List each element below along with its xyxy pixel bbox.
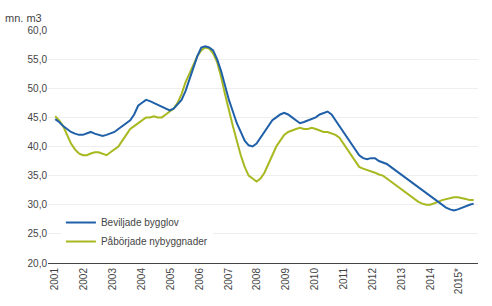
svg-text:2014: 2014	[425, 268, 436, 291]
svg-text:Beviljade bygglov: Beviljade bygglov	[101, 217, 179, 228]
svg-text:2006: 2006	[194, 268, 205, 291]
svg-text:50,0: 50,0	[28, 83, 48, 94]
svg-text:2010: 2010	[309, 268, 320, 291]
svg-text:2002: 2002	[78, 268, 89, 291]
svg-text:2012: 2012	[367, 268, 378, 291]
svg-text:20,0: 20,0	[28, 258, 48, 269]
svg-text:35,0: 35,0	[28, 170, 48, 181]
svg-text:2007: 2007	[223, 268, 234, 291]
svg-text:2009: 2009	[280, 268, 291, 291]
svg-text:2001: 2001	[49, 268, 60, 291]
svg-text:2008: 2008	[251, 268, 262, 291]
svg-text:30,0: 30,0	[28, 199, 48, 210]
svg-text:2004: 2004	[136, 268, 147, 291]
svg-text:2005: 2005	[165, 268, 176, 291]
svg-text:2013: 2013	[396, 268, 407, 291]
svg-text:2003: 2003	[107, 268, 118, 291]
svg-text:2015*: 2015*	[453, 268, 464, 294]
svg-text:60,0: 60,0	[28, 25, 48, 36]
svg-text:40,0: 40,0	[28, 141, 48, 152]
svg-text:25,0: 25,0	[28, 228, 48, 239]
svg-text:2011: 2011	[338, 268, 349, 290]
svg-text:55,0: 55,0	[28, 54, 48, 65]
svg-text:Påbörjade nybyggnader: Påbörjade nybyggnader	[101, 236, 208, 247]
svg-text:45,0: 45,0	[28, 112, 48, 123]
svg-text:mn. m3: mn. m3	[5, 12, 42, 24]
